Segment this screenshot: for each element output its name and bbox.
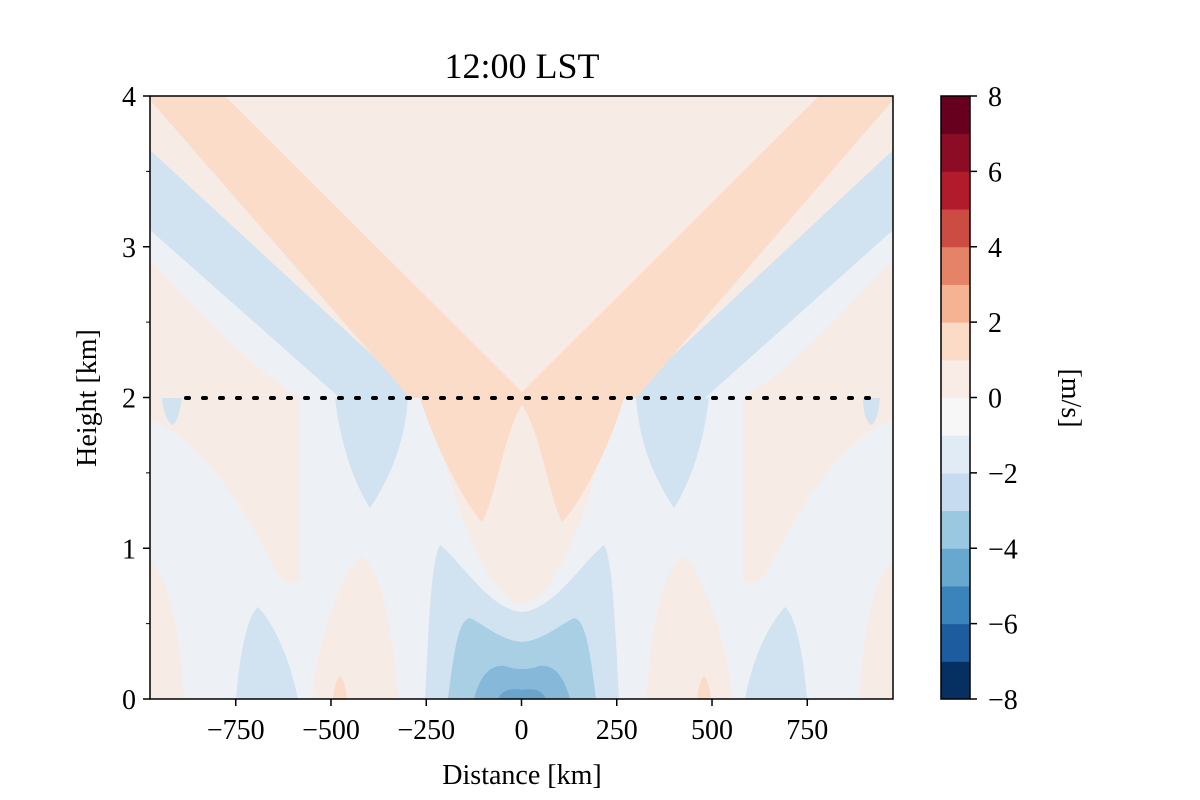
colorbar-swatch <box>941 322 970 361</box>
colorbar-swatch <box>941 397 970 436</box>
colorbar-swatch <box>941 435 970 474</box>
colorbar-tick-label: 2 <box>988 308 1002 339</box>
x-tick-label: 750 <box>786 715 828 746</box>
y-tick-label: 4 <box>122 82 136 113</box>
contour-region-left-mid-positive <box>150 260 300 584</box>
colorbar-swatch <box>941 623 970 662</box>
chart-title: 12:00 LST <box>444 46 599 86</box>
y-tick-label: 0 <box>122 685 136 716</box>
colorbar-swatch <box>941 96 970 135</box>
x-tick-label: −750 <box>207 715 265 746</box>
contour-region-surface-far-left-pos <box>150 560 184 699</box>
contour-region-surface-right-neg <box>745 607 807 699</box>
colorbar-swatch <box>941 209 970 248</box>
y-tick-label: 3 <box>122 233 136 264</box>
colorbar: −8 −6 −4 −2 0 2 4 6 8 <box>940 82 1018 716</box>
colorbar-tick-label: 4 <box>988 233 1002 264</box>
contour-region-right-mid-positive <box>743 260 893 584</box>
x-tick-label: 250 <box>596 715 638 746</box>
y-tick-label: 1 <box>122 534 136 565</box>
contour-region-right-neg-lobe <box>636 398 709 508</box>
x-tick-label: 0 <box>515 715 529 746</box>
x-axis-ticks: −750 −500 −250 0 250 500 750 <box>207 699 828 746</box>
contour-region-right-neg-band <box>636 150 893 398</box>
y-axis-label: Height [km] <box>72 329 103 467</box>
contour-region-edge-left-dip <box>162 398 182 425</box>
colorbar-tick-label: −8 <box>988 685 1018 716</box>
y-axis-ticks: 0 1 2 3 4 <box>122 82 150 716</box>
contour-region-surface-left-pos <box>312 556 398 699</box>
colorbar-swatch <box>941 246 970 285</box>
contour-region-surface-right-pos <box>646 556 732 699</box>
contour-region-edge-right-dip <box>863 398 880 425</box>
contour-region-surface-neg-4 <box>498 689 546 699</box>
colorbar-tick-label: −2 <box>988 459 1018 490</box>
x-tick-label: −250 <box>397 715 455 746</box>
y-tick-label: 2 <box>122 384 136 415</box>
contour-region-left-neg-lobe <box>335 398 408 508</box>
colorbar-tick-label: −6 <box>988 610 1018 641</box>
colorbar-swatch <box>941 585 970 625</box>
contour-region-v-positive <box>150 96 893 398</box>
contour-region-left-neg-band <box>150 150 410 398</box>
contour-region-center-positive-redraw <box>420 398 624 522</box>
colorbar-swatch <box>941 171 970 210</box>
colorbar-tick-label: 8 <box>988 82 1002 113</box>
contour-region-surface-neg-3 <box>474 665 570 699</box>
colorbar-swatch <box>941 548 970 587</box>
contour-field <box>150 96 893 699</box>
colorbar-swatch <box>941 510 970 549</box>
colorbar-swatch <box>941 133 970 172</box>
colorbar-label: [m/s] <box>1055 368 1086 427</box>
colorbar-swatch <box>941 661 970 700</box>
x-tick-label: −500 <box>302 715 360 746</box>
x-axis-label: Distance [km] <box>442 760 601 791</box>
colorbar-tick-label: 0 <box>988 384 1002 415</box>
colorbar-tick-label: 6 <box>988 157 1002 188</box>
contour-region-surface-right-spot <box>697 676 711 699</box>
contour-region-surface-left-neg <box>236 607 298 699</box>
colorbar-swatch <box>941 284 970 323</box>
contour-region-surface-far-right-pos <box>859 560 893 699</box>
colorbar-tick-label: −4 <box>988 534 1018 565</box>
colorbar-swatch <box>941 472 970 512</box>
x-tick-label: 500 <box>691 715 733 746</box>
contour-region-surface-left-spot <box>333 676 347 699</box>
colorbar-swatch <box>941 359 970 398</box>
